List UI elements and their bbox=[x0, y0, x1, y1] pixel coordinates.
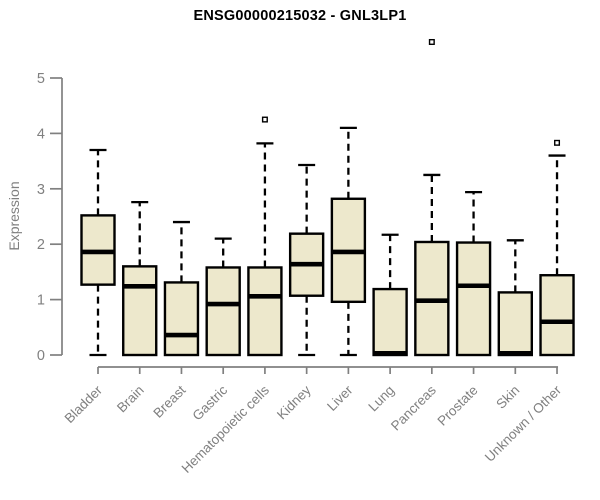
y-tick-label: 4 bbox=[37, 126, 45, 142]
boxplot-group-gastric bbox=[205, 237, 241, 357]
x-tick-label-liver: Liver bbox=[324, 382, 356, 414]
x-tick-label-bladder: Bladder bbox=[62, 382, 106, 426]
y-tick-label: 0 bbox=[37, 348, 45, 364]
boxplot-group-breast bbox=[163, 220, 200, 357]
outlier-point bbox=[261, 116, 268, 123]
outlier-point bbox=[428, 38, 435, 45]
boxplot-group-kidney bbox=[288, 163, 325, 357]
x-tick-label-breast: Breast bbox=[150, 382, 188, 420]
box-rect bbox=[455, 241, 492, 357]
x-tick-label-brain: Brain bbox=[114, 383, 147, 416]
box-rect bbox=[247, 266, 283, 357]
x-tick-label-unknown-other: Unknown / Other bbox=[482, 382, 565, 465]
x-tick-label-lung: Lung bbox=[365, 383, 397, 415]
box-rect bbox=[163, 281, 200, 357]
y-tick-label: 5 bbox=[37, 71, 45, 87]
x-tick-label-skin: Skin bbox=[493, 383, 522, 412]
y-tick-label: 2 bbox=[37, 237, 45, 253]
boxplot-group-bladder bbox=[80, 148, 116, 357]
x-tick-label-kidney: Kidney bbox=[274, 382, 314, 422]
boxplot-group-hematopoietic-cells bbox=[247, 116, 283, 357]
boxplot-group-liver bbox=[330, 126, 367, 357]
boxplot-group-pancreas bbox=[414, 38, 450, 357]
box-rect bbox=[372, 287, 408, 357]
x-tick-label-gastric: Gastric bbox=[189, 382, 230, 423]
box-rect bbox=[497, 291, 533, 357]
boxplot-group-lung bbox=[372, 233, 408, 357]
boxplot-group-prostate bbox=[455, 190, 492, 357]
box-rect bbox=[539, 274, 575, 357]
box-rect bbox=[122, 265, 158, 357]
box-rect bbox=[205, 266, 241, 357]
chart-title: ENSG00000215032 - GNL3LP1 bbox=[193, 8, 407, 24]
outlier-point bbox=[554, 139, 561, 146]
x-tick-label-pancreas: Pancreas bbox=[388, 382, 439, 433]
x-tick-label-prostate: Prostate bbox=[435, 383, 481, 429]
boxplot-group-brain bbox=[122, 200, 158, 357]
y-tick-label: 3 bbox=[37, 182, 45, 198]
boxplot-group-unknown-other bbox=[539, 139, 575, 357]
y-tick-label: 1 bbox=[37, 293, 45, 309]
boxplot-group-skin bbox=[497, 239, 533, 357]
